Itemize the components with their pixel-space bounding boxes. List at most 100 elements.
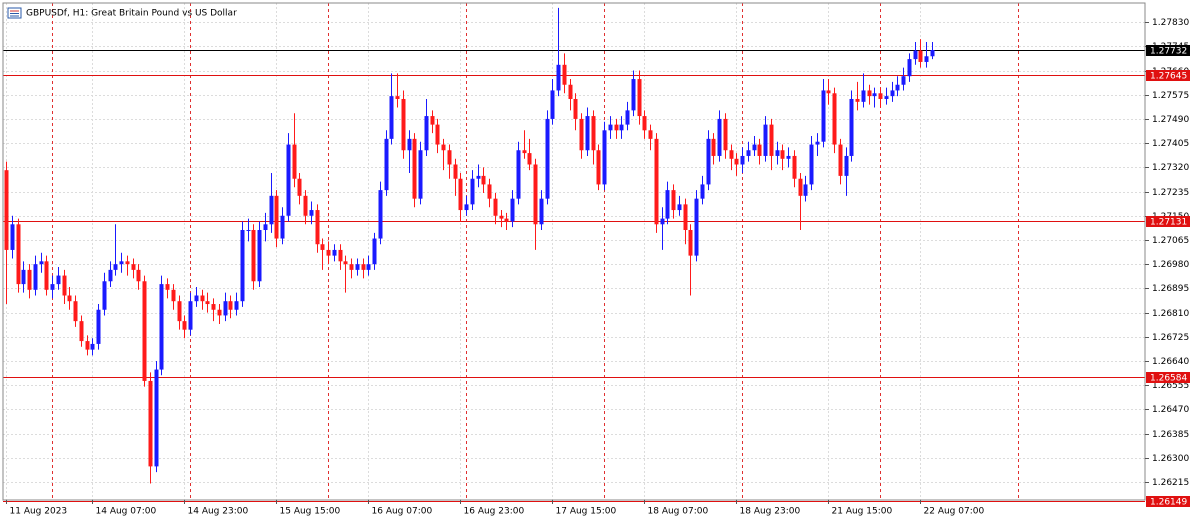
candle-body bbox=[228, 301, 233, 310]
candle-body bbox=[924, 56, 929, 62]
candle-body bbox=[769, 124, 774, 156]
x-tick-label: 18 Aug 23:00 bbox=[740, 507, 801, 517]
candle-body bbox=[246, 229, 251, 231]
candle-body bbox=[895, 84, 900, 91]
candle-body bbox=[591, 116, 596, 151]
y-tick-label: 1.27405 bbox=[1152, 139, 1189, 149]
candle-body bbox=[723, 118, 728, 151]
candle-body bbox=[614, 124, 619, 131]
x-tick-label: 16 Aug 07:00 bbox=[372, 507, 433, 517]
candle-body bbox=[309, 210, 314, 216]
candle-body bbox=[280, 215, 285, 239]
candle-body bbox=[481, 175, 486, 185]
candle-body bbox=[786, 155, 791, 159]
candle-body bbox=[389, 96, 394, 139]
candle-body bbox=[855, 98, 860, 102]
candle-body bbox=[642, 116, 647, 131]
candle-body bbox=[826, 90, 831, 94]
candle-body bbox=[901, 76, 906, 85]
candle-body bbox=[182, 321, 187, 330]
candle-body bbox=[665, 190, 670, 219]
candle-body bbox=[142, 281, 147, 381]
y-tick-label: 1.27575 bbox=[1152, 91, 1189, 101]
candle-body bbox=[688, 229, 693, 256]
candle-body bbox=[378, 190, 383, 239]
candle-body bbox=[447, 150, 452, 165]
candle-body bbox=[73, 301, 78, 322]
candle-body bbox=[274, 195, 279, 239]
level-label: 1.27645 bbox=[1150, 72, 1187, 82]
candle-body bbox=[366, 264, 371, 270]
candle-body bbox=[418, 150, 423, 199]
level-label-bg bbox=[1146, 216, 1190, 227]
candle-body bbox=[746, 150, 751, 156]
candle-body bbox=[79, 321, 84, 342]
plot-frame bbox=[2, 2, 1146, 501]
candle-body bbox=[326, 249, 331, 256]
candle-body bbox=[844, 155, 849, 176]
candle-body bbox=[148, 380, 153, 467]
candle-body bbox=[10, 224, 15, 250]
y-tick-label: 1.27320 bbox=[1152, 163, 1189, 173]
candle-body bbox=[125, 261, 130, 265]
candle-body bbox=[96, 309, 101, 344]
candle-body bbox=[872, 93, 877, 97]
x-tick-label: 18 Aug 07:00 bbox=[648, 507, 709, 517]
candle-body bbox=[631, 79, 636, 111]
x-tick-label: 21 Aug 15:00 bbox=[832, 507, 893, 517]
candle-body bbox=[119, 261, 124, 265]
candle-body bbox=[286, 144, 291, 216]
level-label-bg bbox=[1146, 496, 1190, 507]
candle-body bbox=[573, 98, 578, 119]
candle-body bbox=[918, 50, 923, 62]
level-label: 1.26584 bbox=[1150, 374, 1187, 384]
candle-body bbox=[384, 138, 389, 191]
candle-body bbox=[401, 98, 406, 151]
candle-body bbox=[136, 269, 141, 282]
candle-body bbox=[315, 210, 320, 245]
candle-body bbox=[320, 244, 325, 250]
candle-body bbox=[424, 116, 429, 151]
candle-body bbox=[809, 144, 814, 185]
candle-body bbox=[355, 264, 360, 270]
candle-body bbox=[44, 261, 49, 290]
y-tick-label: 1.27235 bbox=[1152, 188, 1189, 198]
candle-body bbox=[464, 204, 469, 211]
y-tick-label: 1.26980 bbox=[1152, 260, 1189, 270]
level-label-bg bbox=[1146, 372, 1190, 383]
candle-body bbox=[263, 224, 268, 230]
candle-body bbox=[430, 116, 435, 125]
candle-body bbox=[878, 93, 883, 99]
x-tick-label: 11 Aug 2023 bbox=[10, 507, 68, 517]
candle-body bbox=[487, 184, 492, 199]
candle-body bbox=[556, 64, 561, 91]
candle-body bbox=[729, 150, 734, 159]
candle-body bbox=[407, 138, 412, 151]
candle-body bbox=[493, 198, 498, 216]
candle-body bbox=[533, 164, 538, 225]
x-tick-label: 16 Aug 23:00 bbox=[464, 507, 525, 517]
candle-body bbox=[470, 178, 475, 205]
candle-body bbox=[177, 301, 182, 322]
candle-body bbox=[4, 170, 9, 250]
level-label: 1.27131 bbox=[1150, 218, 1187, 228]
candle-body bbox=[867, 90, 872, 97]
y-tick-label: 1.26895 bbox=[1152, 284, 1189, 294]
y-tick-label: 1.26215 bbox=[1152, 478, 1189, 488]
candle-body bbox=[602, 130, 607, 185]
candle-body bbox=[154, 369, 159, 467]
candle-body bbox=[251, 229, 256, 282]
candle-body bbox=[165, 284, 170, 290]
candle-body bbox=[234, 301, 239, 310]
candle-body bbox=[62, 275, 67, 296]
candle-body bbox=[412, 138, 417, 199]
candle-body bbox=[131, 264, 136, 270]
candle-body bbox=[33, 264, 38, 290]
candle-body bbox=[775, 150, 780, 156]
candle-body bbox=[453, 164, 458, 179]
candle-body bbox=[113, 264, 118, 270]
y-tick-label: 1.26470 bbox=[1152, 405, 1189, 415]
candle-body bbox=[435, 124, 440, 145]
y-tick-label: 1.27065 bbox=[1152, 236, 1189, 246]
